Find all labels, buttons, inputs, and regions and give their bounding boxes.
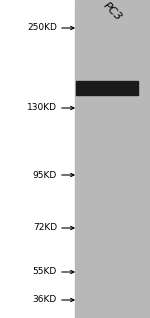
Bar [76,81,138,95]
Text: 95KD: 95KD [33,170,57,179]
Bar [75,0,150,318]
Text: 72KD: 72KD [33,224,57,232]
Text: 36KD: 36KD [33,295,57,305]
Text: 130KD: 130KD [27,103,57,113]
Text: 250KD: 250KD [27,24,57,32]
Text: PC3: PC3 [102,0,124,23]
Text: 55KD: 55KD [33,267,57,276]
